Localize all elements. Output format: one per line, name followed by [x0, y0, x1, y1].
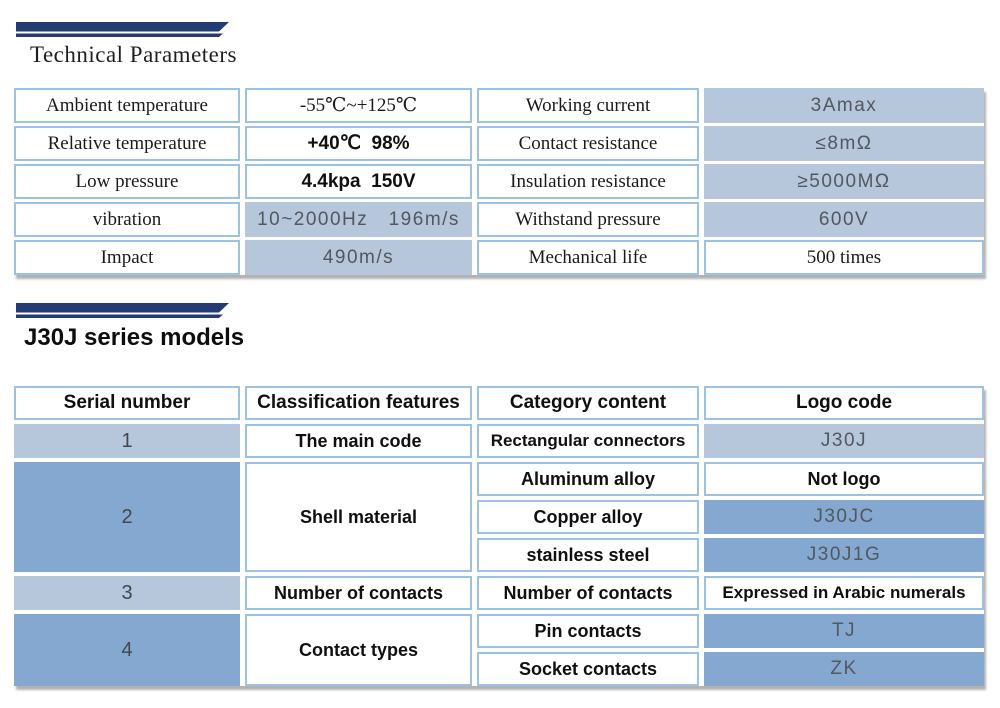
param-value-cell: -55℃~+125℃ — [245, 88, 472, 123]
decor-bar-thin — [16, 314, 223, 318]
param-label-cell: Impact — [14, 240, 240, 275]
category-cell: Socket contacts — [477, 652, 699, 686]
section1-decor — [0, 0, 1000, 37]
code-cell: J30J1G — [704, 538, 984, 572]
param-label-cell: Mechanical life — [477, 240, 699, 275]
serial-cell: 4 — [14, 614, 240, 686]
category-cell: Copper alloy — [477, 500, 699, 534]
code-cell: ZK — [704, 652, 984, 686]
section1-title: Technical Parameters — [30, 42, 237, 67]
serial-cell: 3 — [14, 576, 240, 610]
section2-decor — [0, 275, 1000, 318]
page: Technical Parameters Ambient temperature… — [0, 0, 1000, 686]
category-cell: Pin contacts — [477, 614, 699, 648]
decor-bar-thick — [16, 22, 229, 32]
code-cell: Not logo — [704, 462, 984, 496]
param-value-cell: 10~2000Hz 196m/s — [245, 202, 472, 237]
decor-bars-icon — [16, 303, 229, 318]
param-value-cell: 600V — [704, 202, 984, 237]
decor-bar-thick — [16, 303, 229, 313]
j30j-series-models-table: Serial number Classification features Ca… — [14, 386, 984, 686]
feature-cell: Shell material — [245, 462, 472, 572]
header-cell-logo-code: Logo code — [704, 386, 984, 420]
code-cell: TJ — [704, 614, 984, 648]
code-cell: Expressed in Arabic numerals — [704, 576, 984, 610]
section2-title: J30J series models — [24, 324, 245, 351]
param-label-cell: Withstand pressure — [477, 202, 699, 237]
param-label-cell: Ambient temperature — [14, 88, 240, 123]
feature-cell: Contact types — [245, 614, 472, 686]
category-cell: stainless steel — [477, 538, 699, 572]
param-label-cell: vibration — [14, 202, 240, 237]
param-value-cell: ≤8mΩ — [704, 126, 984, 161]
header-cell-category-content: Category content — [477, 386, 699, 420]
serial-cell: 1 — [14, 424, 240, 458]
param-value-cell: 490m/s — [245, 240, 472, 275]
param-value-cell: 500 times — [704, 240, 984, 275]
header-cell-classification-features: Classification features — [245, 386, 472, 420]
technical-parameters-table: Ambient temperature -55℃~+125℃ Working c… — [14, 88, 984, 275]
param-value-cell: ≥5000MΩ — [704, 164, 984, 199]
param-label-cell: Working current — [477, 88, 699, 123]
param-label-cell: Contact resistance — [477, 126, 699, 161]
header-cell-serial-number: Serial number — [14, 386, 240, 420]
param-label-cell: Insulation resistance — [477, 164, 699, 199]
code-cell: J30JC — [704, 500, 984, 534]
feature-cell: Number of contacts — [245, 576, 472, 610]
feature-cell: The main code — [245, 424, 472, 458]
decor-bars-icon — [16, 22, 229, 37]
param-value-cell: 3Amax — [704, 88, 984, 123]
category-cell: Rectangular connectors — [477, 424, 699, 458]
param-label-cell: Low pressure — [14, 164, 240, 199]
param-value-cell: +40℃ 98% — [245, 126, 472, 161]
param-label-cell: Relative temperature — [14, 126, 240, 161]
category-cell: Number of contacts — [477, 576, 699, 610]
param-value-cell: 4.4kpa 150V — [245, 164, 472, 199]
serial-cell: 2 — [14, 462, 240, 572]
category-cell: Aluminum alloy — [477, 462, 699, 496]
code-cell: J30J — [704, 424, 984, 458]
decor-bar-thin — [16, 33, 223, 37]
